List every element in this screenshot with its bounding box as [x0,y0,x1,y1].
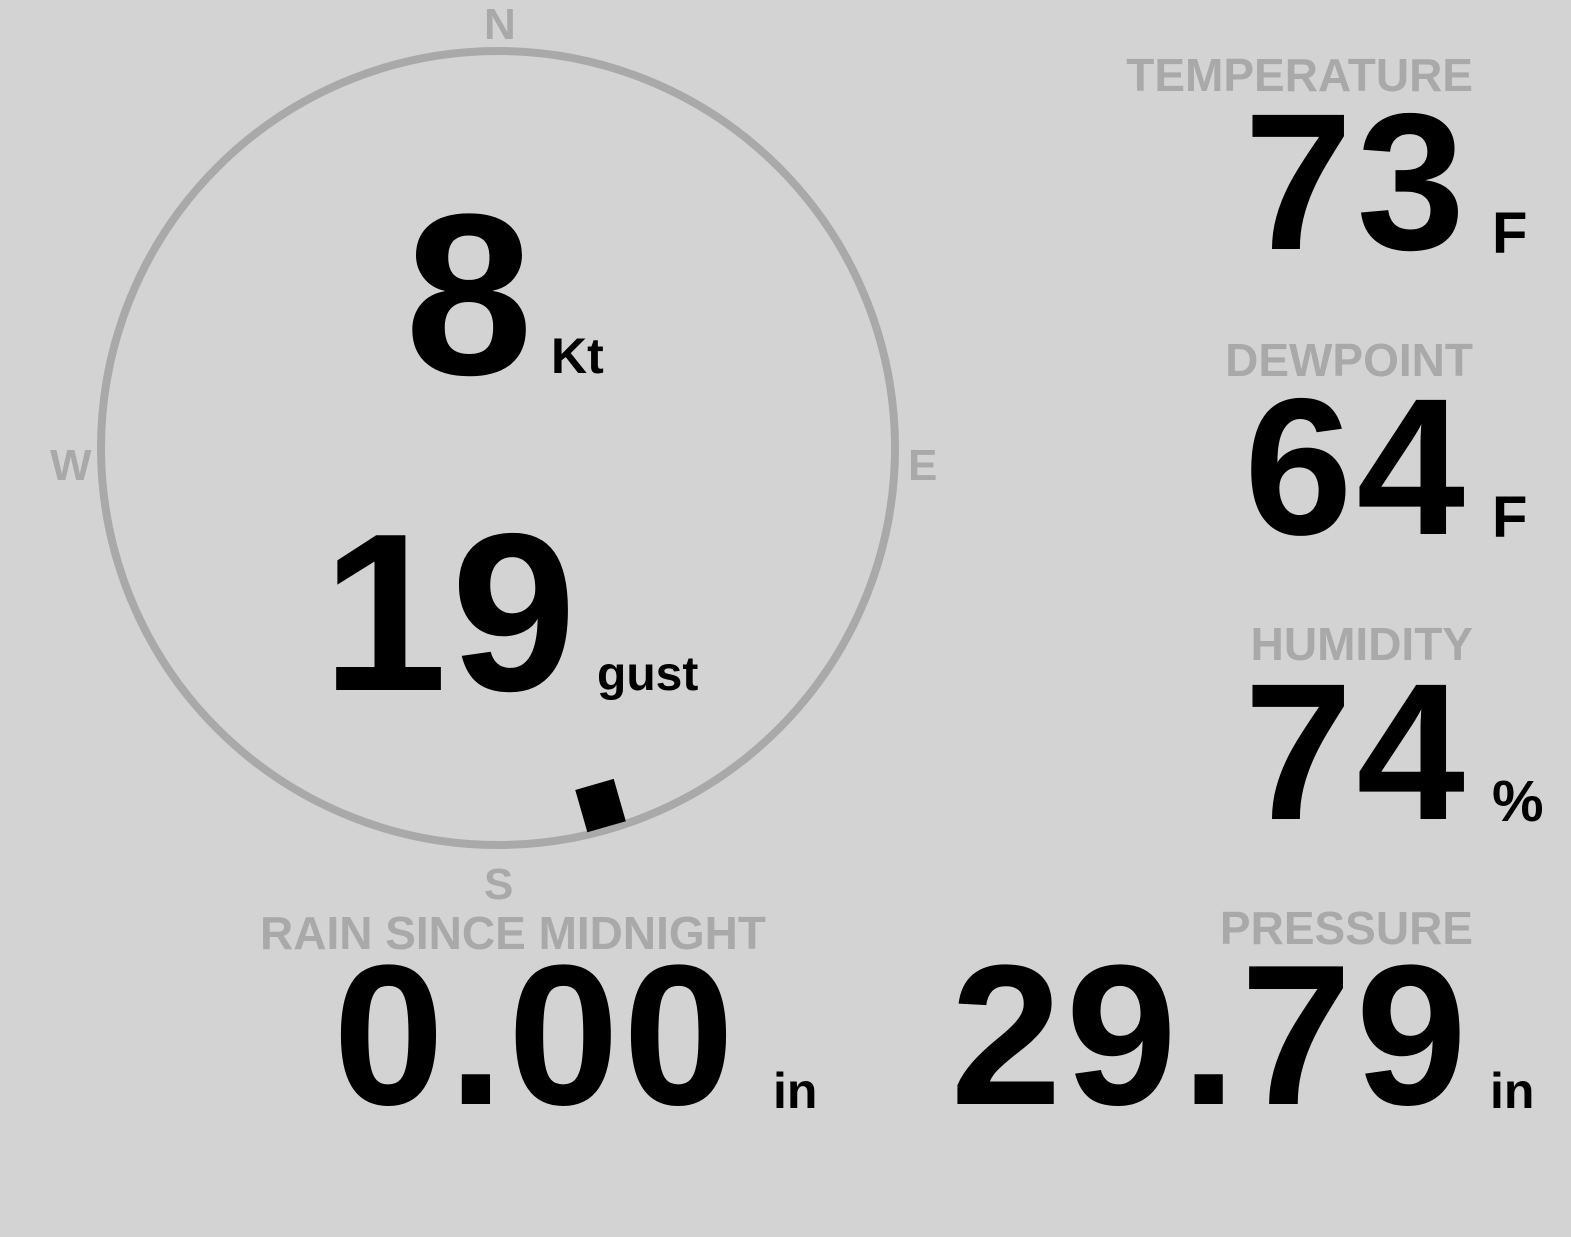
rain-unit: in [773,1063,818,1119]
wind-direction-marker [575,778,626,833]
temperature-label: TEMPERATURE [1126,49,1473,101]
pressure-label: PRESSURE [1219,902,1473,954]
compass-ring [97,47,899,849]
compass-south: S [484,860,514,909]
wind-speed-unit: Kt [551,328,604,384]
humidity-unit: % [1492,769,1544,834]
compass-east: E [908,441,938,490]
temperature-value: 73 [1244,73,1469,291]
dewpoint-label: DEWPOINT [1225,334,1473,386]
wind-speed-value: 8 [405,166,537,423]
humidity-value: 74 [1244,643,1469,861]
compass-west: W [50,441,92,490]
temperature-unit: F [1492,201,1528,266]
compass-north: N [484,0,516,49]
humidity-label: HUMIDITY [1250,618,1473,670]
rain-value: 0.00 [333,924,739,1147]
wind-gust-unit: gust [597,648,699,701]
dewpoint-unit: F [1492,485,1528,550]
dewpoint-value: 64 [1244,358,1469,576]
pressure-value: 29.79 [950,924,1471,1147]
pressure-unit: in [1490,1063,1535,1119]
rain-label: RAIN SINCE MIDNIGHT [260,907,766,959]
wind-gust-value: 19 [322,486,581,738]
